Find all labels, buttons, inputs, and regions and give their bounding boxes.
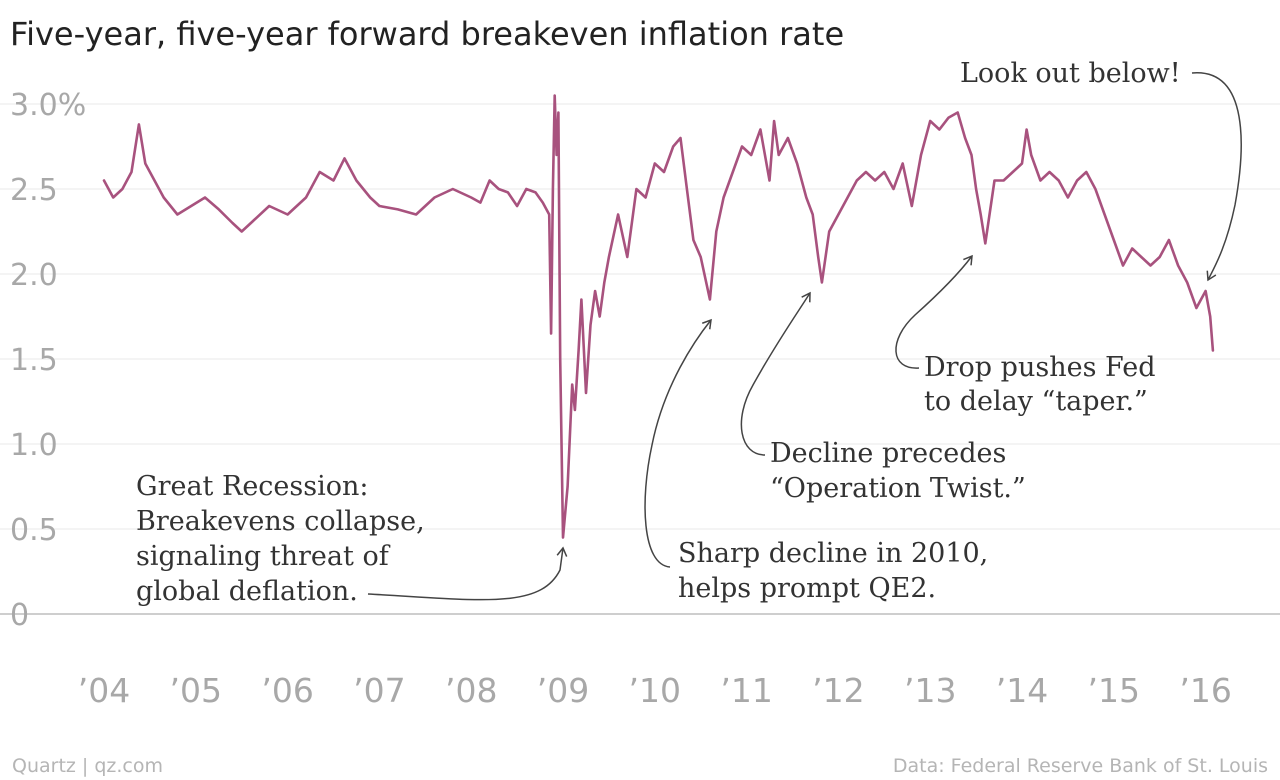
- y-tick-label: 1.0: [10, 428, 58, 463]
- footer-source-right: Data: Federal Reserve Bank of St. Louis: [893, 755, 1268, 777]
- annotation-line: Breakevens collapse,: [136, 506, 425, 537]
- grid-layer: [0, 103, 1280, 615]
- annotation-text: Great Recession: Breakevens collapse, sign…: [136, 471, 425, 607]
- annotation-text: Decline precedes “Operation Twist.”: [770, 438, 1026, 504]
- annotation-arrows: [367, 72, 1242, 601]
- arrowhead: [1206, 270, 1217, 282]
- arrowhead: [556, 546, 568, 557]
- annotation-text: Look out below!: [960, 58, 1181, 89]
- annotation-arrow: [644, 319, 712, 568]
- footer-source-left: Quartz | qz.com: [12, 755, 163, 777]
- annotation-line: signaling threat of: [136, 541, 391, 572]
- series-layer: [102, 94, 1215, 539]
- annotation-line: to delay “taper.”: [924, 386, 1148, 417]
- x-tick-label: ’08: [445, 671, 497, 710]
- y-tick-label: 2.0: [10, 258, 58, 293]
- annotation-line: Drop pushes Fed: [924, 352, 1156, 383]
- x-tick-label: ’10: [629, 671, 681, 710]
- x-tick-label: ’05: [170, 671, 222, 710]
- chart-title: Five-year, five-year forward breakeven i…: [10, 15, 844, 53]
- x-tick-label: ’07: [353, 671, 405, 710]
- annotation-arrow: [895, 255, 973, 369]
- x-tick-label: ’15: [1088, 671, 1140, 710]
- x-tick-label: ’13: [904, 671, 956, 710]
- annotation-line: “Operation Twist.”: [770, 473, 1026, 504]
- y-tick-label: 0.5: [10, 513, 58, 548]
- x-tick-label: ’04: [78, 671, 130, 710]
- arrowhead: [801, 291, 811, 303]
- x-tick-label: ’11: [720, 671, 772, 710]
- x-tick-label: ’16: [1179, 671, 1231, 710]
- x-tick-label: ’09: [537, 671, 589, 710]
- y-tick-label: 1.5: [10, 343, 58, 378]
- x-tick-label: ’14: [996, 671, 1048, 710]
- annotation-arrow: [740, 292, 811, 456]
- x-tick-label: ’06: [261, 671, 313, 710]
- x-tick-label: ’12: [812, 671, 864, 710]
- y-tick-label: 3.0%: [10, 88, 86, 123]
- y-tick-label: 0: [10, 598, 29, 633]
- y-tick-label: 2.5: [10, 173, 58, 208]
- annotation-line: helps prompt QE2.: [678, 573, 936, 604]
- annotation-text: Drop pushes Fed to delay “taper.”: [924, 352, 1156, 417]
- annotation-line: Decline precedes: [770, 438, 1006, 469]
- arrowhead: [701, 318, 712, 330]
- x-axis: ’04 ’05 ’06 ’07 ’08 ’09 ’10 ’11 ’12 ’13 ’14 ’15 ’16: [78, 671, 1232, 710]
- y-axis: 3.0% 2.5 2.0 1.5 1.0 0.5 0: [10, 88, 86, 633]
- annotation-line: Look out below!: [960, 58, 1181, 89]
- series-line: [102, 94, 1215, 539]
- annotation-text: Sharp decline in 2010, helps prompt QE2.: [678, 538, 988, 604]
- annotation-line: Great Recession:: [136, 471, 368, 502]
- annotation-line: Sharp decline in 2010,: [678, 538, 988, 569]
- annotation-arrow: [367, 547, 564, 601]
- annotation-arrow: [1191, 72, 1242, 281]
- annotation-layer: Great Recession: Breakevens collapse, sign…: [136, 58, 1181, 607]
- annotation-line: global deflation.: [136, 576, 358, 607]
- arrowhead: [963, 254, 973, 266]
